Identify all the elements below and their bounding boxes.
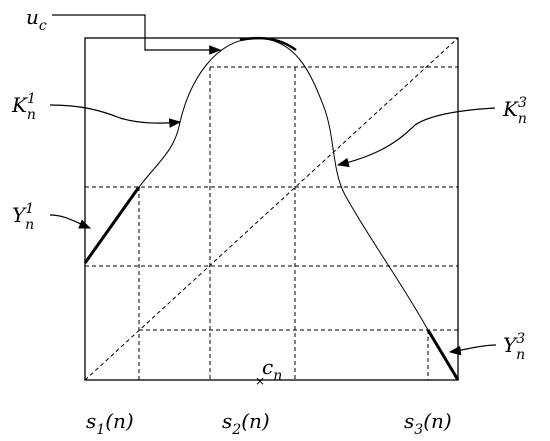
label-k1: K1 n xyxy=(11,91,36,123)
label-s1: s1(n) xyxy=(86,409,134,438)
label-part: 1 xyxy=(27,91,36,107)
label-part: Υ xyxy=(503,333,518,357)
label-cn: cn xyxy=(262,355,282,384)
label-part: K xyxy=(11,93,28,117)
label-y1: Υ1 n xyxy=(12,201,34,233)
label-part: 3 xyxy=(518,95,527,111)
label-part: 2 xyxy=(231,422,241,438)
label-part: 1 xyxy=(96,422,105,438)
label-part: c xyxy=(262,355,273,379)
label-y3: Υ3 n xyxy=(503,331,525,363)
label-part: K xyxy=(502,97,519,121)
label-part: c xyxy=(39,18,47,34)
label-part: n xyxy=(518,111,527,127)
label-k3: K3 n xyxy=(502,95,527,127)
label-s3: s3(n) xyxy=(404,409,452,438)
label-part: n xyxy=(25,217,34,233)
label-part: n xyxy=(273,368,282,384)
label-part: (n) xyxy=(105,409,134,433)
grid xyxy=(84,37,459,381)
label-part: 1 xyxy=(25,201,34,217)
peak-segment xyxy=(239,36,297,52)
label-part: (n) xyxy=(241,409,270,433)
label-part: s xyxy=(222,409,232,433)
segment-y1 xyxy=(83,186,141,264)
label-part: 3 xyxy=(414,422,423,438)
segment-y3 xyxy=(426,329,460,381)
label-part: s xyxy=(86,409,96,433)
label-part: 3 xyxy=(516,331,525,347)
label-s2: s2(n) xyxy=(222,409,270,438)
label-part: u xyxy=(26,5,39,29)
label-uc: uc xyxy=(26,5,47,34)
label-part: n xyxy=(27,107,36,123)
label-part: s xyxy=(404,409,414,433)
label-part: Υ xyxy=(12,203,27,227)
center-mark: × xyxy=(255,374,265,388)
label-part: n xyxy=(516,347,525,363)
curve xyxy=(138,37,429,331)
arrows xyxy=(49,14,497,356)
label-part: (n) xyxy=(423,409,452,433)
